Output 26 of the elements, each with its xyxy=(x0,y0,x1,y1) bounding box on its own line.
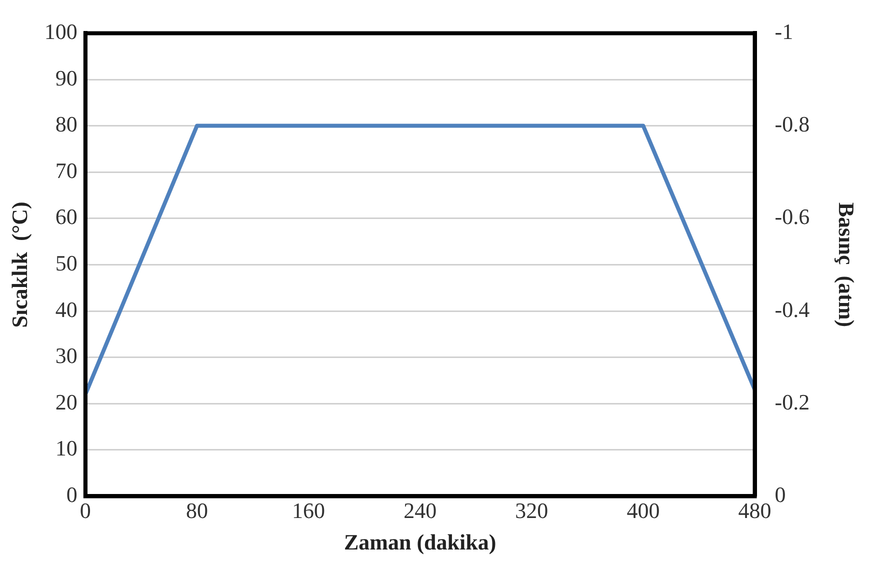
y-axis-title: Sıcaklık (°C) xyxy=(6,202,32,328)
y2-tick-label: -0.8 xyxy=(774,112,810,137)
y-tick-label: 30 xyxy=(55,343,78,368)
y2-tick-label: -0.6 xyxy=(774,204,810,230)
x-tick-label: 80 xyxy=(186,498,208,524)
y-tick-label: 10 xyxy=(55,436,78,461)
x-tick-label: 240 xyxy=(404,498,437,524)
y-tick-label: 40 xyxy=(55,296,78,322)
y-tick-label: 90 xyxy=(55,65,78,90)
y2-tick-label: -0.4 xyxy=(774,296,810,322)
x-tick-label: 160 xyxy=(292,498,326,524)
y-tick-label: 70 xyxy=(55,158,78,183)
x-tick-label: 400 xyxy=(626,498,660,524)
y2-axis-title: Basınç (atm) xyxy=(834,202,860,328)
y-tick-label: 80 xyxy=(55,112,78,137)
y-tick-label: 0 xyxy=(66,482,78,507)
y-tick-label: 60 xyxy=(55,204,78,230)
y2-tick-label: -0.2 xyxy=(774,389,810,414)
y2-tick-label: 0 xyxy=(774,482,786,507)
x-tick-label: 480 xyxy=(738,498,772,524)
y2-tick-label: -1 xyxy=(774,18,794,44)
x-axis-title: Zaman (dakika) xyxy=(344,529,496,554)
x-tick-label: 320 xyxy=(515,498,548,524)
y-tick-label: 50 xyxy=(55,250,78,276)
y-tick-label: 100 xyxy=(44,18,78,44)
y-tick-label: 20 xyxy=(55,389,78,414)
